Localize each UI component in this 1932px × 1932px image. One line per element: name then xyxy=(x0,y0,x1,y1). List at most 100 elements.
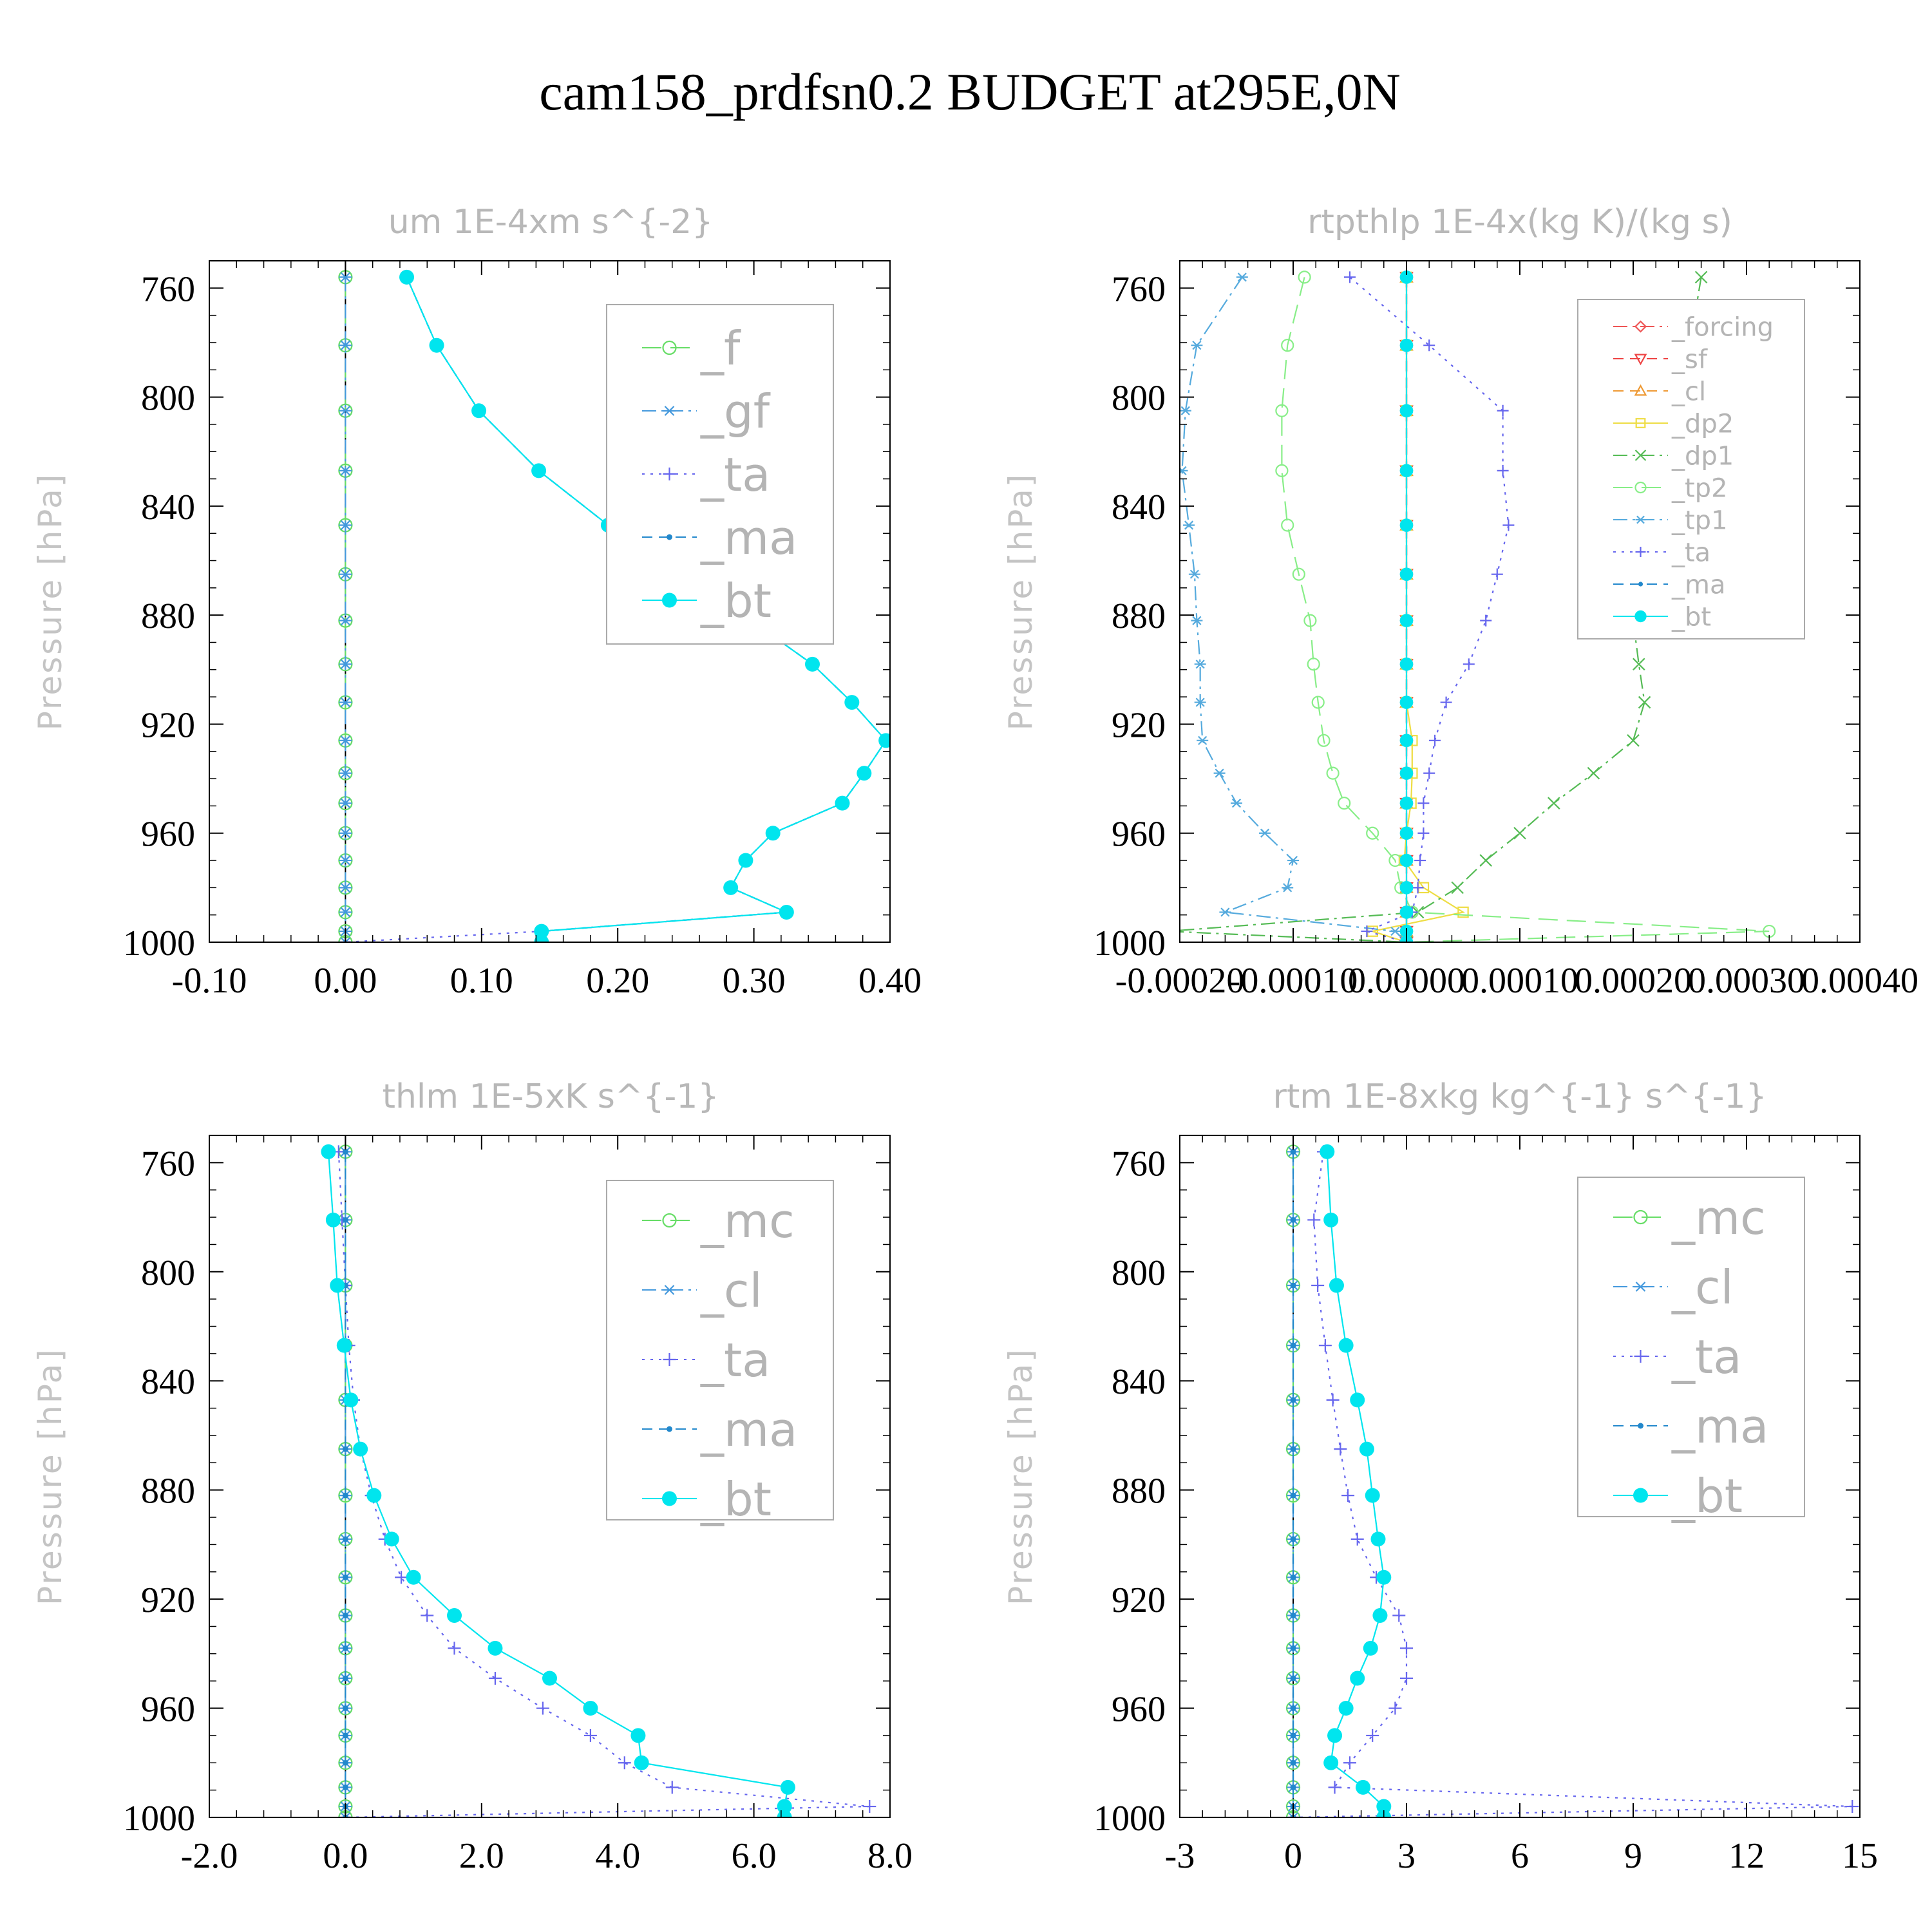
data-point xyxy=(1399,404,1414,418)
legend-label: _cl xyxy=(1671,377,1706,406)
legend-label: _ta xyxy=(1671,1330,1741,1384)
data-point xyxy=(1338,1701,1354,1716)
y-tick-label: 880 xyxy=(141,1472,195,1511)
data-point xyxy=(1282,883,1294,893)
data-point xyxy=(863,1800,876,1814)
legend: _mc _cl _ta _ma _bt xyxy=(1577,1177,1805,1523)
legend-marker xyxy=(663,468,676,480)
data-point xyxy=(342,1148,348,1155)
legend-label: _ma xyxy=(700,1403,797,1457)
legend-marker xyxy=(1634,354,1647,366)
legend-marker xyxy=(1634,450,1647,461)
chart-panel-4: rtm 1E-8xkg kg^{-1} s^{-1} Pressure [hPa]… xyxy=(1002,1077,1878,1876)
data-point xyxy=(406,1569,421,1585)
data-point xyxy=(1320,1144,1335,1159)
data-point xyxy=(723,880,739,895)
data-point xyxy=(857,766,872,781)
data-point xyxy=(342,1645,348,1651)
data-point xyxy=(1259,828,1271,838)
data-point xyxy=(1399,696,1414,709)
data-point xyxy=(738,853,753,868)
legend-marker xyxy=(1634,610,1647,623)
y-tick-label: 760 xyxy=(1112,269,1166,309)
legend-box xyxy=(606,1180,834,1520)
data-point xyxy=(1491,568,1503,580)
y-tick-label: 1000 xyxy=(1094,923,1166,963)
legend-label: _ta xyxy=(700,448,770,502)
legend-label: _cl xyxy=(700,1264,762,1318)
data-point xyxy=(1638,696,1651,709)
x-tick-label: -0.10 xyxy=(172,961,247,1001)
data-point xyxy=(1399,518,1414,532)
figure-title: cam158_prdfsn0.2 BUDGET at295E,0N xyxy=(539,62,1401,121)
y-tick-label: 1000 xyxy=(123,1799,195,1839)
data-point xyxy=(342,1536,348,1542)
legend-marker xyxy=(663,1353,676,1366)
data-point xyxy=(1417,797,1430,810)
data-point xyxy=(1213,768,1226,778)
data-point xyxy=(1587,766,1600,780)
data-point xyxy=(339,828,352,838)
data-point xyxy=(1311,696,1325,709)
data-point xyxy=(448,1642,461,1655)
x-tick-label: 0.10 xyxy=(450,961,513,1001)
legend: _mc _cl _ta _ma _bt xyxy=(606,1180,834,1526)
data-point xyxy=(1334,1443,1347,1456)
data-point xyxy=(1329,1278,1344,1293)
plot-frame xyxy=(209,1135,891,1818)
data-point xyxy=(1399,657,1414,671)
y-axis-label: Pressure [hPa] xyxy=(32,473,69,731)
legend-marker xyxy=(1638,582,1643,587)
data-point xyxy=(342,1446,348,1452)
data-point xyxy=(1457,906,1469,918)
x-tick-label: 0.00020 xyxy=(1575,961,1692,1001)
data-point xyxy=(1290,1446,1296,1452)
series-line-4 xyxy=(327,1151,789,1817)
y-tick-label: 920 xyxy=(141,1580,195,1620)
data-point xyxy=(1290,1574,1296,1580)
data-point xyxy=(1451,881,1464,895)
data-point xyxy=(1197,735,1209,745)
data-point xyxy=(1399,734,1414,748)
legend-marker xyxy=(1634,481,1647,494)
y-tick-label: 840 xyxy=(141,488,195,527)
data-point xyxy=(399,269,415,285)
data-point xyxy=(777,1799,792,1814)
data-point xyxy=(618,1756,631,1770)
data-point xyxy=(1497,464,1509,477)
data-point xyxy=(342,1492,348,1499)
x-tick-label: 9 xyxy=(1624,1836,1642,1876)
data-point xyxy=(1399,853,1414,867)
x-tick-label: 0.00 xyxy=(314,961,377,1001)
data-point xyxy=(1328,1781,1341,1794)
data-point xyxy=(330,1278,345,1293)
data-point xyxy=(339,798,352,808)
y-tick-label: 960 xyxy=(141,815,195,855)
data-point xyxy=(353,1441,368,1457)
legend-marker xyxy=(667,534,672,540)
legend: _f _gf _ta _ma _bt xyxy=(606,304,834,645)
data-point xyxy=(339,520,352,531)
x-tick-label: 0.30 xyxy=(723,961,786,1001)
data-point xyxy=(780,1779,795,1795)
data-point xyxy=(1317,734,1331,747)
data-point xyxy=(1290,1675,1296,1681)
data-point xyxy=(342,1613,348,1619)
legend-marker xyxy=(1633,1488,1648,1503)
data-point xyxy=(1287,855,1299,866)
data-point xyxy=(1290,1217,1296,1223)
series-line-2 xyxy=(1293,1151,1853,1817)
legend-label: _bt xyxy=(1671,602,1711,632)
x-tick-label: 8.0 xyxy=(867,1836,913,1876)
data-point xyxy=(339,697,352,708)
data-point xyxy=(1399,270,1414,284)
data-point xyxy=(1290,1705,1296,1712)
data-point xyxy=(1290,1397,1296,1403)
y-tick-label: 920 xyxy=(1112,705,1166,745)
data-point xyxy=(336,1338,352,1353)
data-point xyxy=(342,1705,348,1712)
data-point xyxy=(1479,854,1492,867)
data-point xyxy=(342,1732,348,1739)
data-point xyxy=(1399,464,1414,478)
data-point xyxy=(765,826,781,841)
